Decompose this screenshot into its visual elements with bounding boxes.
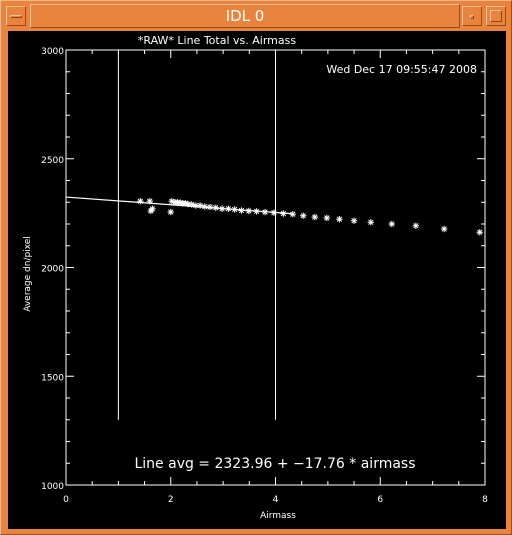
asterisk-stroke bbox=[262, 209, 268, 215]
asterisk-stroke bbox=[246, 208, 252, 214]
data-point bbox=[218, 205, 226, 212]
asterisk-stroke bbox=[213, 205, 219, 211]
asterisk-stroke bbox=[149, 206, 156, 212]
x-tick-label: 2 bbox=[168, 495, 174, 505]
asterisk-stroke bbox=[207, 204, 213, 210]
data-point bbox=[350, 217, 358, 224]
asterisk-stroke bbox=[368, 219, 374, 225]
asterisk-stroke bbox=[197, 202, 203, 209]
data-point bbox=[188, 201, 195, 208]
asterisk-stroke bbox=[202, 203, 208, 210]
asterisk-stroke bbox=[271, 210, 277, 216]
data-point bbox=[245, 207, 252, 215]
data-point bbox=[238, 207, 245, 214]
chart-title: *RAW* Line Total vs. Airmass bbox=[138, 34, 296, 47]
window-menu-icon bbox=[10, 15, 22, 18]
data-point bbox=[149, 205, 156, 212]
asterisk-stroke bbox=[300, 213, 306, 219]
asterisk-stroke bbox=[290, 211, 296, 217]
title-bar[interactable]: IDL 0 bbox=[4, 4, 508, 28]
data-point bbox=[300, 212, 307, 219]
data-point bbox=[206, 203, 214, 211]
data-point bbox=[167, 208, 174, 216]
data-point bbox=[270, 209, 278, 216]
timestamp: Wed Dec 17 09:55:47 2008 bbox=[326, 63, 477, 76]
x-tick-label: 8 bbox=[482, 495, 488, 505]
data-point bbox=[146, 197, 153, 205]
x-axis-label: Airmass bbox=[260, 511, 296, 521]
y-tick-label: 1500 bbox=[41, 373, 64, 383]
x-tick-label: 4 bbox=[273, 495, 279, 505]
data-point bbox=[412, 222, 420, 229]
asterisk-stroke bbox=[168, 209, 174, 215]
minimize-button[interactable] bbox=[462, 6, 482, 26]
asterisk-stroke bbox=[177, 200, 183, 206]
asterisk-stroke bbox=[441, 226, 447, 232]
data-point bbox=[196, 202, 204, 209]
data-point bbox=[253, 208, 260, 215]
asterisk-stroke bbox=[231, 206, 238, 213]
y-tick-label: 2500 bbox=[41, 156, 64, 166]
asterisk-stroke bbox=[324, 215, 330, 221]
y-tick-label: 2000 bbox=[41, 265, 64, 275]
data-point bbox=[280, 210, 287, 217]
asterisk-stroke bbox=[182, 200, 189, 206]
data-point bbox=[261, 208, 269, 216]
data-point bbox=[137, 197, 144, 205]
asterisk-stroke bbox=[238, 207, 245, 214]
data-point bbox=[225, 205, 232, 212]
asterisk-stroke bbox=[477, 229, 483, 235]
minimize-icon bbox=[470, 15, 474, 19]
asterisk-stroke bbox=[413, 223, 419, 229]
asterisk-stroke bbox=[137, 198, 144, 204]
data-point bbox=[336, 216, 343, 223]
data-point bbox=[323, 214, 331, 222]
data-point bbox=[476, 229, 483, 236]
asterisk-stroke bbox=[189, 201, 195, 208]
maximize-button[interactable] bbox=[486, 6, 506, 26]
asterisk-stroke bbox=[336, 216, 343, 222]
asterisk-stroke bbox=[312, 214, 318, 220]
x-tick-label: 0 bbox=[63, 495, 69, 505]
x-tick-label: 6 bbox=[377, 495, 383, 505]
asterisk-stroke bbox=[253, 208, 260, 215]
data-point bbox=[311, 213, 318, 221]
maximize-icon bbox=[490, 10, 502, 22]
data-point bbox=[367, 219, 375, 226]
data-point bbox=[212, 204, 219, 211]
data-point bbox=[388, 220, 395, 228]
asterisk-stroke bbox=[193, 202, 199, 209]
y-tick-label: 3000 bbox=[41, 47, 64, 57]
airmass-plot: *RAW* Line Total vs. Airmass Wed Dec 17 … bbox=[23, 34, 488, 521]
plot-canvas: *RAW* Line Total vs. Airmass Wed Dec 17 … bbox=[8, 31, 506, 529]
y-axis-label: Average dn/pixel bbox=[23, 236, 33, 312]
data-point bbox=[289, 211, 296, 218]
y-tick-label: 1000 bbox=[41, 482, 64, 492]
asterisk-stroke bbox=[147, 198, 153, 204]
asterisk-stroke bbox=[169, 198, 175, 204]
asterisk-stroke bbox=[351, 218, 357, 224]
axes: 0 2 4 6 8 1000 1500 2000 2500 3000 bbox=[41, 47, 488, 505]
window-title: IDL 0 bbox=[30, 4, 460, 28]
fit-line bbox=[65, 196, 292, 215]
data-point bbox=[231, 206, 238, 213]
data-point bbox=[440, 225, 448, 233]
asterisk-stroke bbox=[389, 221, 395, 227]
fit-annotation: Line avg = 2323.96 + −17.76 * airmass bbox=[134, 456, 415, 472]
asterisk-stroke bbox=[280, 210, 287, 217]
window-menu-button[interactable] bbox=[6, 6, 26, 26]
asterisk-stroke bbox=[219, 206, 225, 212]
data-marks bbox=[65, 52, 483, 420]
asterisk-stroke bbox=[225, 206, 232, 212]
